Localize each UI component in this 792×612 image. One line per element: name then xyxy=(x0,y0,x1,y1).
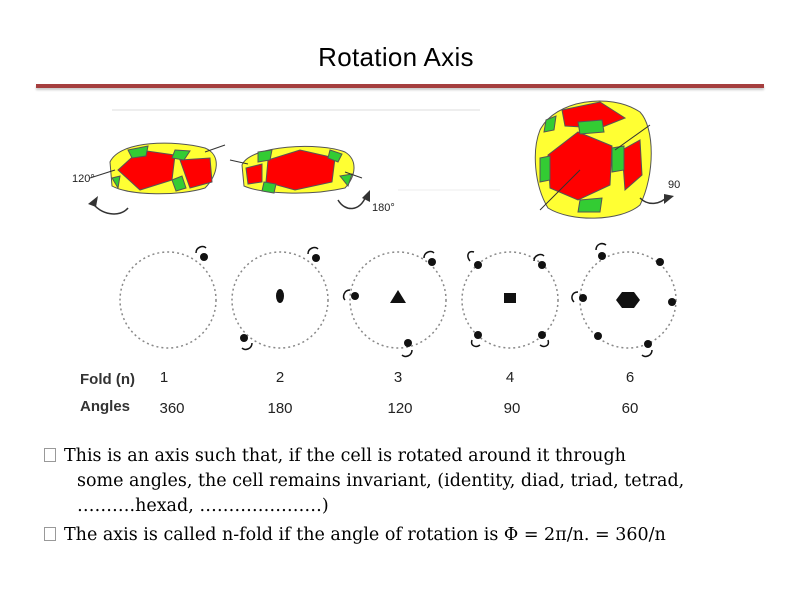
angles-label: Angles xyxy=(80,398,131,415)
bullet-icon xyxy=(44,526,56,541)
polyhedron-90 xyxy=(534,100,652,219)
angle-value: 120 xyxy=(387,400,413,417)
square-symbol xyxy=(467,250,550,348)
bullet-text: This is an axis such that, if the cell i… xyxy=(64,446,626,466)
ellipse-symbol xyxy=(240,246,320,351)
angle-value: 180 xyxy=(267,400,293,417)
angle-value: 360 xyxy=(159,400,185,417)
angle-label-180: 180° xyxy=(372,202,395,214)
polyhedra-illustration xyxy=(88,100,674,219)
triangle-symbol xyxy=(342,250,436,358)
dot-symbol xyxy=(195,245,208,261)
title-underline xyxy=(36,84,764,88)
fold-value: 6 xyxy=(625,369,635,386)
angle-label-120: 120° xyxy=(72,173,95,185)
bullet-definition: This is an axis such that, if the cell i… xyxy=(44,444,764,519)
fold-label: Fold (n) xyxy=(80,371,135,388)
angle-value: 90 xyxy=(503,400,521,417)
page-title: Rotation Axis xyxy=(318,42,474,72)
polyhedron-120 xyxy=(109,142,217,195)
angle-label-90: 90 xyxy=(668,179,681,191)
bullet-text: The axis is called n-fold if the angle o… xyxy=(64,525,666,545)
fold-value: 2 xyxy=(275,369,285,386)
fold-value: 3 xyxy=(393,369,403,386)
bullet-nfold: The axis is called n-fold if the angle o… xyxy=(44,523,764,548)
fold-value: 1 xyxy=(159,369,169,386)
bullet-icon xyxy=(44,447,56,462)
fold-value: 4 xyxy=(505,369,515,386)
hexagon-symbol xyxy=(571,242,676,358)
bullet-text: ……….hexad, …………………) xyxy=(77,496,329,516)
angle-value: 60 xyxy=(621,400,639,417)
bullet-text: some angles, the cell remains invariant,… xyxy=(77,471,685,491)
polyhedron-180 xyxy=(241,145,355,194)
